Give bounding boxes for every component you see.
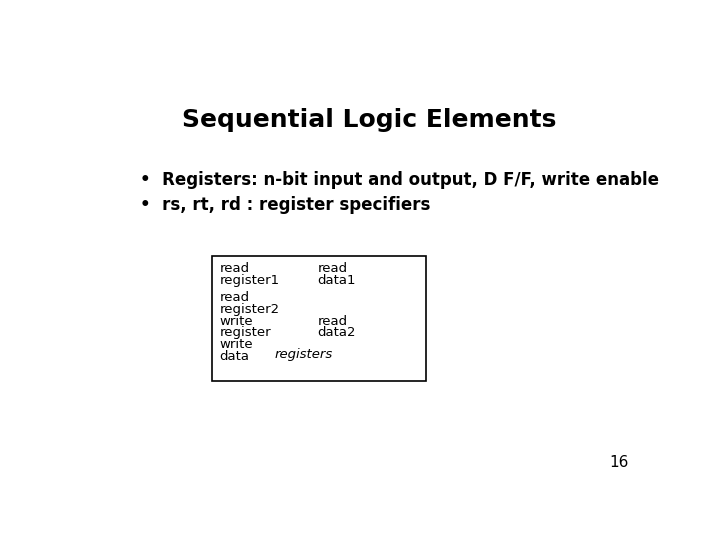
- Text: data2: data2: [318, 326, 356, 339]
- Text: read: read: [318, 315, 348, 328]
- Text: 16: 16: [609, 455, 629, 470]
- Text: register: register: [220, 326, 271, 339]
- Text: write: write: [220, 338, 253, 351]
- Text: read: read: [220, 292, 250, 305]
- Text: register2: register2: [220, 303, 279, 316]
- Text: register1: register1: [220, 274, 279, 287]
- Text: registers: registers: [274, 348, 333, 361]
- FancyBboxPatch shape: [212, 256, 426, 381]
- Text: •  Registers: n-bit input and output, D F/F, write enable: • Registers: n-bit input and output, D F…: [140, 171, 660, 189]
- Text: read: read: [318, 262, 348, 275]
- Text: Sequential Logic Elements: Sequential Logic Elements: [182, 109, 556, 132]
- Text: read: read: [220, 262, 250, 275]
- Text: write: write: [220, 315, 253, 328]
- Text: data: data: [220, 349, 249, 363]
- Text: data1: data1: [318, 274, 356, 287]
- Text: •  rs, rt, rd : register specifiers: • rs, rt, rd : register specifiers: [140, 196, 431, 214]
